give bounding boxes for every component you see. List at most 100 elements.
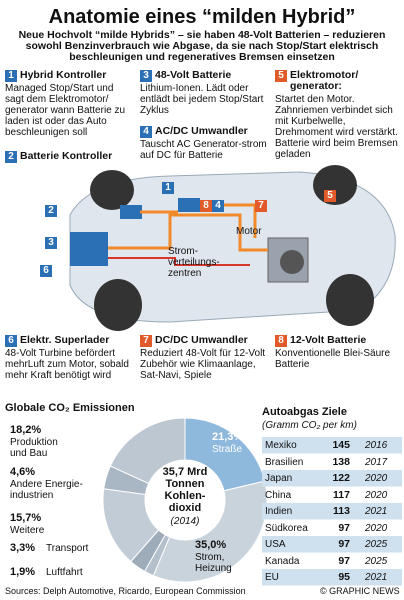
country: Japan <box>265 473 293 484</box>
slice-label: Transport <box>46 543 89 554</box>
diagram-badge: 1 <box>162 182 174 194</box>
target: 97 <box>338 554 350 567</box>
section-number: 1 <box>5 70 17 82</box>
slice-label: Produktion und Bau <box>10 437 58 459</box>
target: 97 <box>338 538 350 550</box>
section-text: Konventionelle Blei-Säure Batterie <box>275 348 391 370</box>
country: China <box>265 489 292 501</box>
credit: © GRAPHIC NEWS <box>320 586 400 596</box>
section-heading: Elektr. Superlader <box>20 334 110 346</box>
target: 117 <box>333 488 350 501</box>
year: 2020 <box>365 473 388 484</box>
section-heading: Elektromotor/ generator: <box>290 69 359 92</box>
section-number: 7 <box>140 335 152 347</box>
year: 2025 <box>365 539 388 550</box>
pie-center-note: (2014) <box>170 516 200 527</box>
pie-chart <box>102 417 268 583</box>
section-heading: Hybrid Kontroller <box>20 69 107 81</box>
country: USA <box>265 539 286 550</box>
country: Südkorea <box>265 522 308 534</box>
section-number: 5 <box>275 70 287 82</box>
section-heading: AC/DC Umwandler <box>155 125 248 137</box>
slice-label: Strom, Heizung <box>195 552 232 574</box>
diagram-badge: 3 <box>45 237 57 249</box>
target: 113 <box>333 505 350 517</box>
target: 122 <box>332 472 350 484</box>
diagram-badge: 8 <box>200 200 212 212</box>
section-heading: 48-Volt Batterie <box>155 69 232 81</box>
country: EU <box>265 572 279 583</box>
diagram-label: Strom- verteilungs- zentren <box>168 246 220 279</box>
section-number: 6 <box>5 335 17 347</box>
diagram-label: Motor <box>236 226 262 237</box>
slice-value: 21,3% <box>212 431 244 443</box>
pie-center: 35,7 Mrd Tonnen Kohlen- dioxid <box>162 466 208 514</box>
row-stripe <box>262 536 402 553</box>
pie-slice <box>109 417 186 485</box>
country: Kanada <box>265 555 300 567</box>
year: 2021 <box>365 572 388 583</box>
subtitle: Neue Hochvolt “milde Hybrids” – sie habe… <box>18 29 386 63</box>
diagram-badge: 6 <box>40 265 52 277</box>
section-heading: DC/DC Umwandler <box>155 334 248 346</box>
section-text: Tauscht AC Generator-strom auf DC für Ba… <box>140 139 267 161</box>
battery-48v <box>70 232 108 266</box>
table-subtitle: (Gramm CO₂ per km) <box>262 420 357 431</box>
row-stripe <box>262 470 402 487</box>
wiring <box>108 257 250 266</box>
title: Anatomie eines “milden Hybrid” <box>48 6 356 28</box>
car-diagram <box>69 165 396 331</box>
country: Indien <box>265 506 293 517</box>
target: 97 <box>338 521 350 534</box>
slice-value: 1,9% <box>10 566 36 578</box>
section-heading: Batterie Kontroller <box>20 150 113 162</box>
section-text: Managed Stop/Start und sagt dem Elektrom… <box>5 83 126 138</box>
diagram-badge: 5 <box>324 190 336 202</box>
year: 2020 <box>365 489 388 501</box>
year: 2020 <box>365 522 388 534</box>
slice-value: 3,3% <box>10 542 36 554</box>
diagram-badge: 2 <box>45 205 57 217</box>
slice-value: 18,2% <box>10 424 42 436</box>
section-number: 3 <box>140 70 152 82</box>
controller <box>178 198 200 212</box>
section-text: Startet den Motor. Zahnriemen verbindet … <box>275 94 398 160</box>
slice-value: 15,7% <box>10 512 42 524</box>
slice-label: Luftfahrt <box>46 567 83 578</box>
section-number: 2 <box>5 151 17 163</box>
section-text: Reduziert 48-Volt für 12-Volt Zubehör wi… <box>140 348 266 381</box>
slice-label: Straße <box>212 444 243 455</box>
table-stripes <box>262 437 402 586</box>
slice-value: 35,0% <box>195 539 227 551</box>
slice-label: Andere Energie- industrien <box>10 479 83 501</box>
row-stripe <box>262 437 402 454</box>
year: 2016 <box>365 440 388 451</box>
row-stripe <box>262 503 402 520</box>
controller <box>120 205 142 219</box>
year: 2025 <box>365 555 388 567</box>
year: 2021 <box>365 506 388 517</box>
country: Mexiko <box>265 440 297 451</box>
section-text: Lithium-Ionen. Lädt oder entlädt bei jed… <box>140 83 264 116</box>
section-text: 48-Volt Turbine befördert mehrLuft zum M… <box>5 348 129 381</box>
table-title: Autoabgas Ziele <box>262 406 347 418</box>
slice-label: Weitere <box>10 525 45 536</box>
pie-slice <box>152 480 268 583</box>
wheel <box>90 170 134 210</box>
sources: Sources: Delph Automotive, Ricardo, Euro… <box>5 586 246 596</box>
diagram-badge: 7 <box>255 200 267 212</box>
row-stripe <box>262 569 402 586</box>
slice-value: 4,6% <box>10 466 36 478</box>
target: 138 <box>332 455 350 468</box>
section-number: 8 <box>275 335 287 347</box>
section-heading: 12-Volt Batterie <box>290 334 367 346</box>
country: Brasilien <box>265 456 304 468</box>
wheel <box>326 274 374 326</box>
wheel <box>94 279 142 331</box>
target: 95 <box>338 571 350 583</box>
chart-title: Globale CO₂ Emissionen <box>5 402 135 414</box>
section-number: 4 <box>140 126 152 138</box>
target: 145 <box>332 439 350 451</box>
